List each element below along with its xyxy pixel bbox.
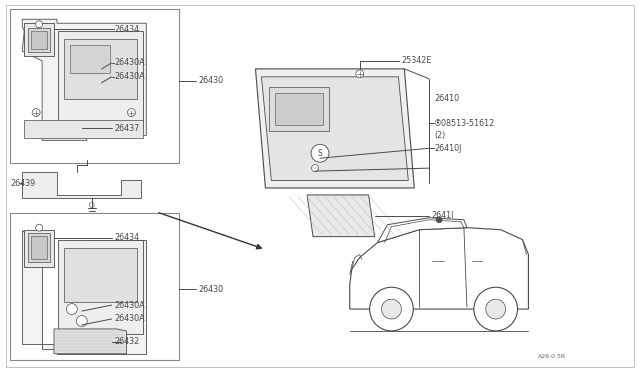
Text: 26430A: 26430A bbox=[115, 301, 145, 310]
Text: 26410: 26410 bbox=[434, 94, 460, 103]
Polygon shape bbox=[22, 230, 147, 354]
Text: S: S bbox=[317, 149, 323, 158]
Circle shape bbox=[370, 287, 413, 331]
Polygon shape bbox=[262, 77, 408, 180]
Bar bbox=[58, 240, 143, 334]
Text: 26430: 26430 bbox=[198, 285, 223, 294]
Text: 26430: 26430 bbox=[198, 76, 223, 85]
Text: ®08513-51612: ®08513-51612 bbox=[434, 119, 495, 128]
Circle shape bbox=[356, 70, 364, 78]
Circle shape bbox=[474, 287, 518, 331]
Circle shape bbox=[67, 304, 77, 315]
Polygon shape bbox=[24, 23, 54, 56]
Text: 26410J: 26410J bbox=[434, 144, 461, 153]
Polygon shape bbox=[378, 218, 467, 243]
Circle shape bbox=[311, 144, 329, 162]
Circle shape bbox=[486, 299, 506, 319]
Bar bbox=[28, 232, 50, 262]
Circle shape bbox=[36, 21, 43, 28]
Text: 26430A: 26430A bbox=[115, 58, 145, 67]
Text: 26430A: 26430A bbox=[115, 314, 145, 324]
Circle shape bbox=[76, 315, 87, 327]
Bar bbox=[64, 247, 138, 302]
Polygon shape bbox=[307, 195, 374, 237]
Text: A26·0.5R: A26·0.5R bbox=[538, 354, 566, 359]
Text: 26437: 26437 bbox=[115, 124, 140, 133]
Circle shape bbox=[36, 224, 43, 231]
Bar bbox=[58, 31, 143, 128]
Text: 25342E: 25342E bbox=[401, 57, 432, 65]
Text: 26430A: 26430A bbox=[115, 72, 145, 81]
Circle shape bbox=[127, 109, 136, 116]
Circle shape bbox=[381, 299, 401, 319]
Bar bbox=[10, 9, 179, 163]
Polygon shape bbox=[22, 19, 147, 140]
Polygon shape bbox=[24, 230, 54, 267]
Bar bbox=[64, 39, 138, 99]
Bar bbox=[31, 31, 47, 49]
Circle shape bbox=[312, 165, 319, 171]
Text: 26434: 26434 bbox=[115, 233, 140, 242]
Text: 26439: 26439 bbox=[10, 179, 36, 187]
Bar bbox=[24, 121, 143, 138]
Circle shape bbox=[32, 109, 40, 116]
Text: 2641I: 2641I bbox=[431, 211, 454, 220]
Polygon shape bbox=[350, 228, 529, 309]
Polygon shape bbox=[255, 69, 414, 188]
Text: 26432: 26432 bbox=[115, 337, 140, 346]
Bar bbox=[10, 213, 179, 360]
Text: 26434: 26434 bbox=[115, 25, 140, 34]
Bar bbox=[31, 235, 47, 259]
Bar bbox=[70, 45, 109, 73]
Bar bbox=[28, 28, 50, 52]
Text: (2): (2) bbox=[434, 131, 445, 140]
Circle shape bbox=[89, 202, 94, 207]
Polygon shape bbox=[54, 329, 127, 354]
Circle shape bbox=[436, 217, 442, 223]
Polygon shape bbox=[22, 172, 141, 198]
Bar bbox=[275, 93, 323, 125]
Bar bbox=[269, 87, 329, 131]
